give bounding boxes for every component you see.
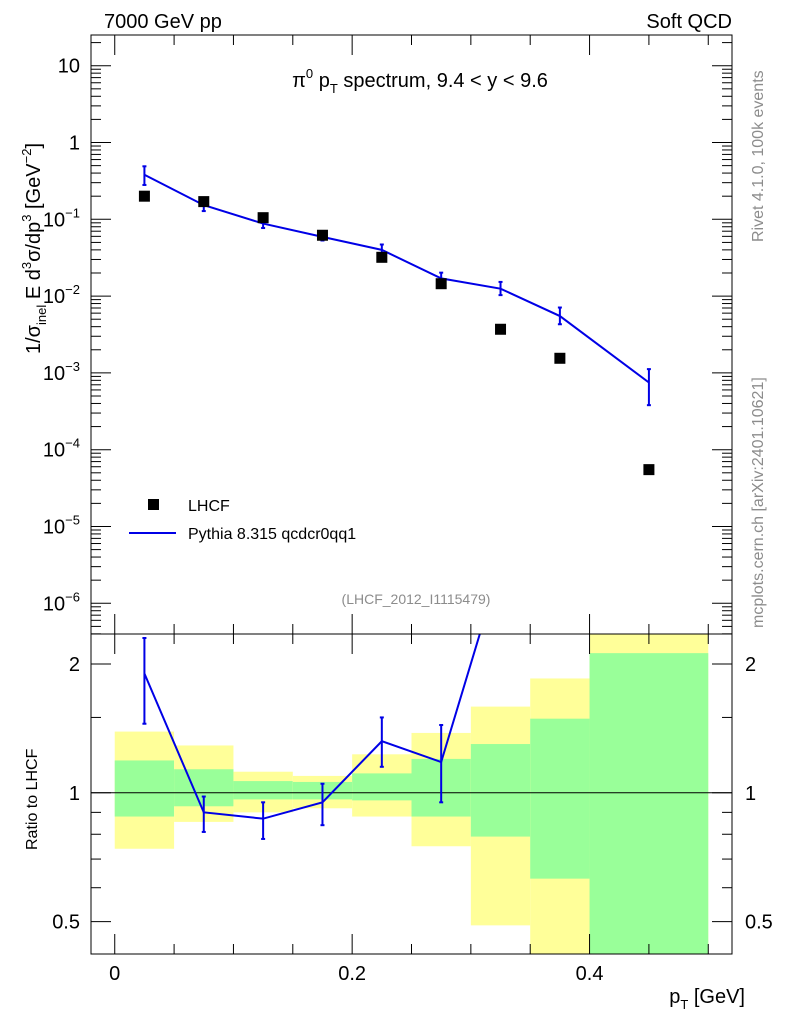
ratio-y-axis-title: Ratio to LHCF (24, 748, 41, 850)
analysis-id-watermark: (LHCF_2012_I1115479) (342, 591, 491, 607)
ratio-y-tick-label: 0.5 (52, 912, 80, 934)
ratio-y-tick-label: 1 (69, 783, 80, 805)
y-tick-label: 10−3 (43, 359, 80, 385)
y-axis-title: 1/σinel E d3σ/dp3 [GeV−2] (19, 143, 49, 354)
x-axis-title: pT [GeV] (669, 986, 745, 1012)
ratio-inner-band (530, 718, 590, 879)
mcplots-source-label: mcplots.cern.ch [arXiv:2401.10621] (750, 377, 767, 628)
ratio-y-tick-label: 2 (69, 654, 80, 676)
x-tick-label: 0 (109, 963, 120, 985)
y-tick-label: 10−4 (43, 436, 80, 462)
ratio-inner-band (352, 773, 412, 801)
y-tick-label: 10−2 (43, 282, 80, 308)
ratio-inner-band (114, 760, 175, 817)
lhcf-data-point (495, 323, 507, 335)
lhcf-data-point (643, 464, 655, 476)
ratio-panel: 0.5 0.5 1 1 2 2 0 0.2 0.4 Ratio to LHCF pT [GeV] (24, 634, 773, 1012)
y-tick-label: 10−5 (43, 512, 80, 538)
lhcf-data-point (316, 229, 328, 241)
ratio-inner-band (233, 781, 293, 800)
x-tick-label: 0.2 (338, 963, 366, 985)
lhcf-data-point (138, 190, 150, 202)
lhcf-data-point (435, 278, 447, 290)
legend-label-pythia: Pythia 8.315 qcdcr0qq1 (188, 526, 356, 543)
y-tick-label: 10−6 (43, 589, 80, 615)
legend-label-lhcf: LHCF (188, 498, 230, 515)
pythia-line (143, 173, 650, 384)
lhcf-data-point (198, 196, 210, 208)
y-tick-label: 10−1 (43, 205, 80, 231)
main-panel: 10 1 10−1 10−2 10−3 10−4 10−5 10−6 π0 pT spectr… (19, 35, 732, 635)
y-tick-label: 10 (58, 56, 80, 78)
ratio-plot-frame (90, 633, 733, 955)
legend: LHCF Pythia 8.315 qcdcr0qq1 (129, 498, 356, 543)
main-plot-frame (90, 34, 733, 635)
ratio-inner-band (470, 744, 531, 837)
header-energy-label: 7000 GeV pp (104, 11, 222, 33)
header-category-label: Soft QCD (646, 11, 732, 33)
y-tick-label: 1 (69, 133, 80, 155)
ratio-inner-band (589, 653, 709, 954)
lhcf-data-point (257, 212, 269, 224)
x-tick-label: 0.4 (576, 963, 604, 985)
rivet-version-label: Rivet 4.1.0, 100k events (750, 70, 767, 242)
legend-marker-lhcf (148, 499, 159, 510)
ratio-y-tick-label-right: 0.5 (745, 912, 773, 934)
lhcf-data-point (376, 251, 388, 263)
lhcf-data-point (554, 352, 566, 364)
ratio-y-tick-label-right: 2 (745, 654, 756, 676)
ratio-y-tick-label-right: 1 (745, 783, 756, 805)
chart-title: π0 pT spectrum, 9.4 < y < 9.6 (292, 66, 548, 96)
